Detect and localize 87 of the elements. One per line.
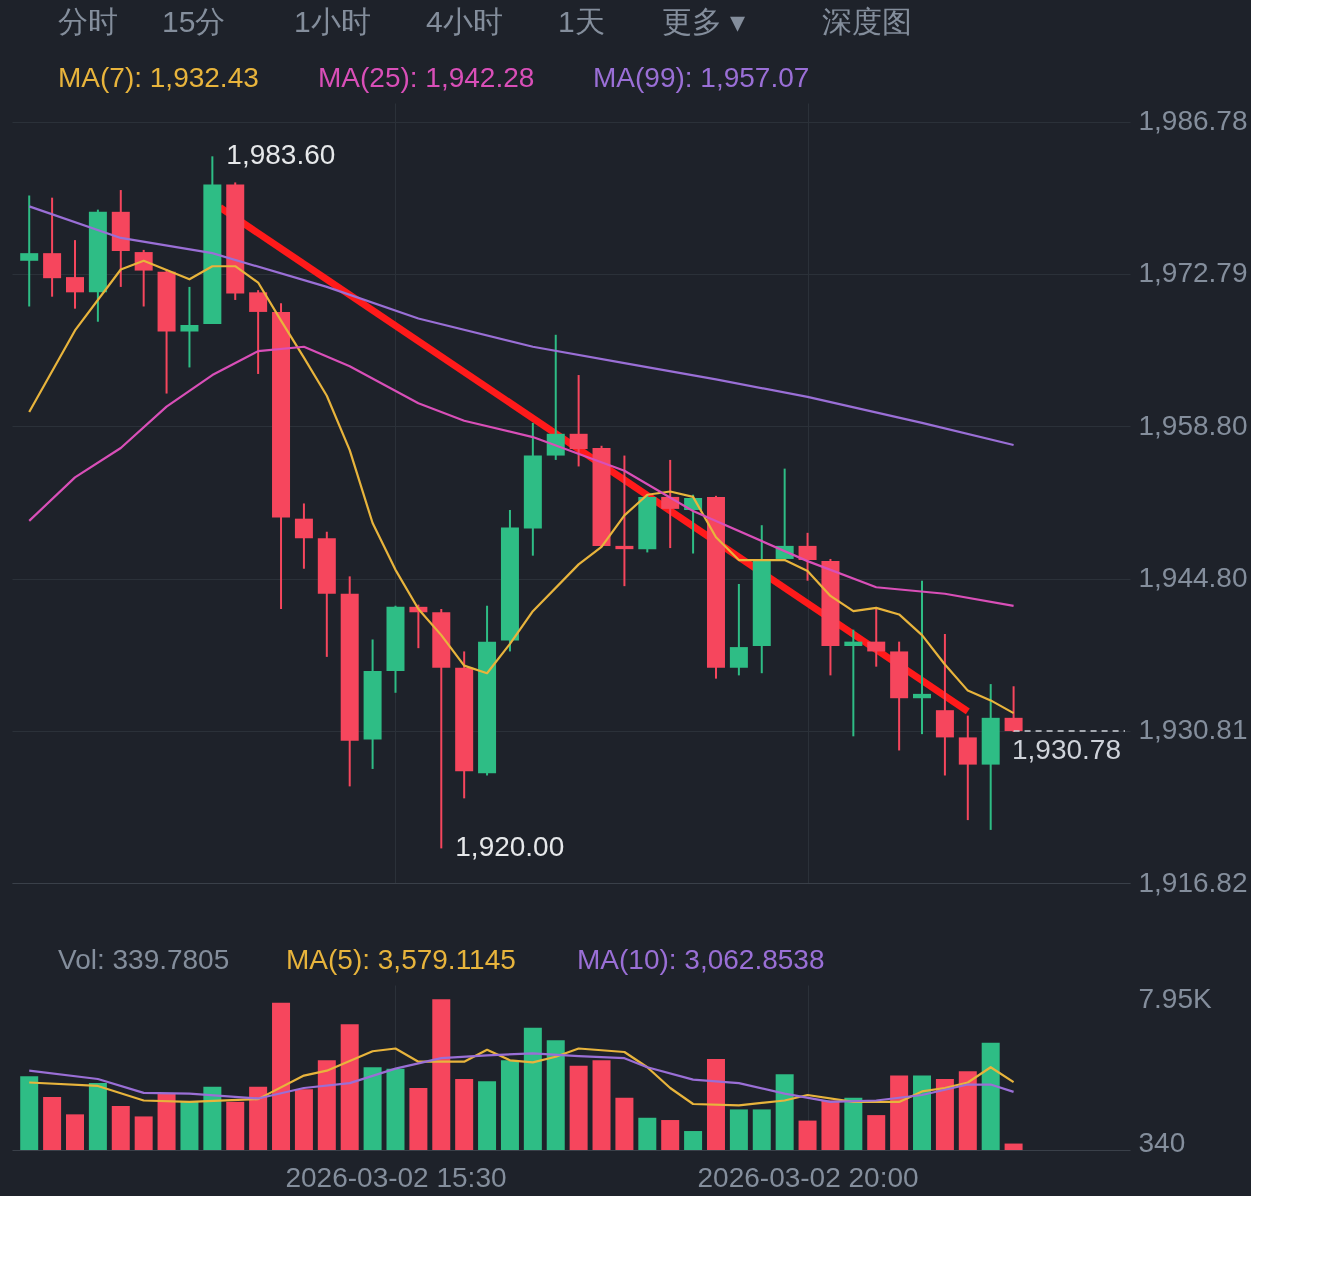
bar [111,1106,130,1150]
bar [958,1071,977,1150]
bar [684,1131,703,1150]
y-tick-label: 1,916.82 [1138,866,1248,898]
x-tick-label: 2026-03-02 20:00 [697,1161,919,1193]
bar [20,1076,39,1150]
text: MA(5): 3,579.1145 [286,944,516,975]
bar [65,1114,84,1150]
candlestick [249,289,268,375]
bar [134,1116,153,1150]
candlestick [729,582,748,677]
bar [157,1093,176,1150]
y-tick-label: 1,958.80 [1138,409,1248,441]
bar [386,1068,405,1150]
candlestick [294,502,313,570]
series-label: Vol: 339.7805 [58,944,230,975]
text: 1天 [558,5,605,38]
bar [844,1097,863,1150]
bar [294,1089,313,1150]
candlestick [546,333,565,461]
candlestick [180,285,199,369]
candlestick [134,248,153,308]
bar [1004,1143,1023,1150]
text: 4小时 [426,5,503,38]
y-tick-label: 340 [1138,1127,1186,1159]
bar [752,1109,771,1150]
candlestick [844,628,863,738]
candlestick [867,608,886,668]
text: 15分 [162,5,226,38]
bar [180,1101,199,1150]
text: 深度图 [822,5,912,38]
bar [249,1086,268,1150]
candlestick [1004,685,1023,733]
bar [363,1067,382,1150]
bar [203,1086,222,1150]
bar [661,1120,680,1150]
candlestick [615,454,634,588]
text: MA(99): 1,957.07 [593,62,810,93]
bar [798,1120,817,1150]
candlestick [65,239,84,310]
bar [88,1083,107,1150]
candlestick [569,374,588,468]
bar [478,1081,497,1150]
bar [546,1040,565,1150]
text: MA(25): 1,942.28 [318,62,535,93]
y-tick-label: 1,972.79 [1138,257,1248,289]
bar [569,1065,588,1150]
text: MA(10): 3,062.8538 [577,944,825,975]
bar [500,1060,519,1150]
bar [523,1027,542,1150]
bar [409,1087,428,1150]
text: 更多 ▾ [662,5,746,38]
text: 1小时 [294,5,371,38]
bar [775,1074,794,1150]
bar [913,1075,932,1150]
bar [432,999,451,1150]
annotation: 1,983.60 [226,139,336,171]
text: MA(7): 1,932.43 [58,62,259,93]
bar [890,1075,909,1150]
bar [272,1002,291,1150]
y-tick-label: 1,986.78 [1138,105,1248,137]
annotation: 1,920.00 [455,831,565,863]
bar [981,1042,1000,1150]
bar [729,1109,748,1150]
bar [43,1097,62,1150]
bar [638,1117,657,1150]
ref-line-label: 1,930.78 [1012,734,1121,766]
candlestick [913,579,932,736]
y-tick-label: 1,944.80 [1138,562,1248,594]
bar [821,1100,840,1150]
bar [867,1115,886,1150]
line-series [28,345,1015,608]
bar [340,1024,359,1150]
y-tick-label: 1,930.81 [1138,714,1248,746]
bar [615,1097,634,1150]
y-tick-label: 7.95K [1138,982,1212,1014]
candlestick [798,531,817,582]
candlestick [20,194,39,308]
bar [706,1058,725,1150]
bar [935,1079,954,1150]
bar [455,1079,474,1150]
text: 分时 [58,5,118,38]
bar [226,1101,245,1150]
bar [592,1060,611,1150]
x-tick-label: 2026-03-02 15:30 [285,1161,507,1193]
bar [317,1060,336,1150]
line-series [28,205,1015,447]
